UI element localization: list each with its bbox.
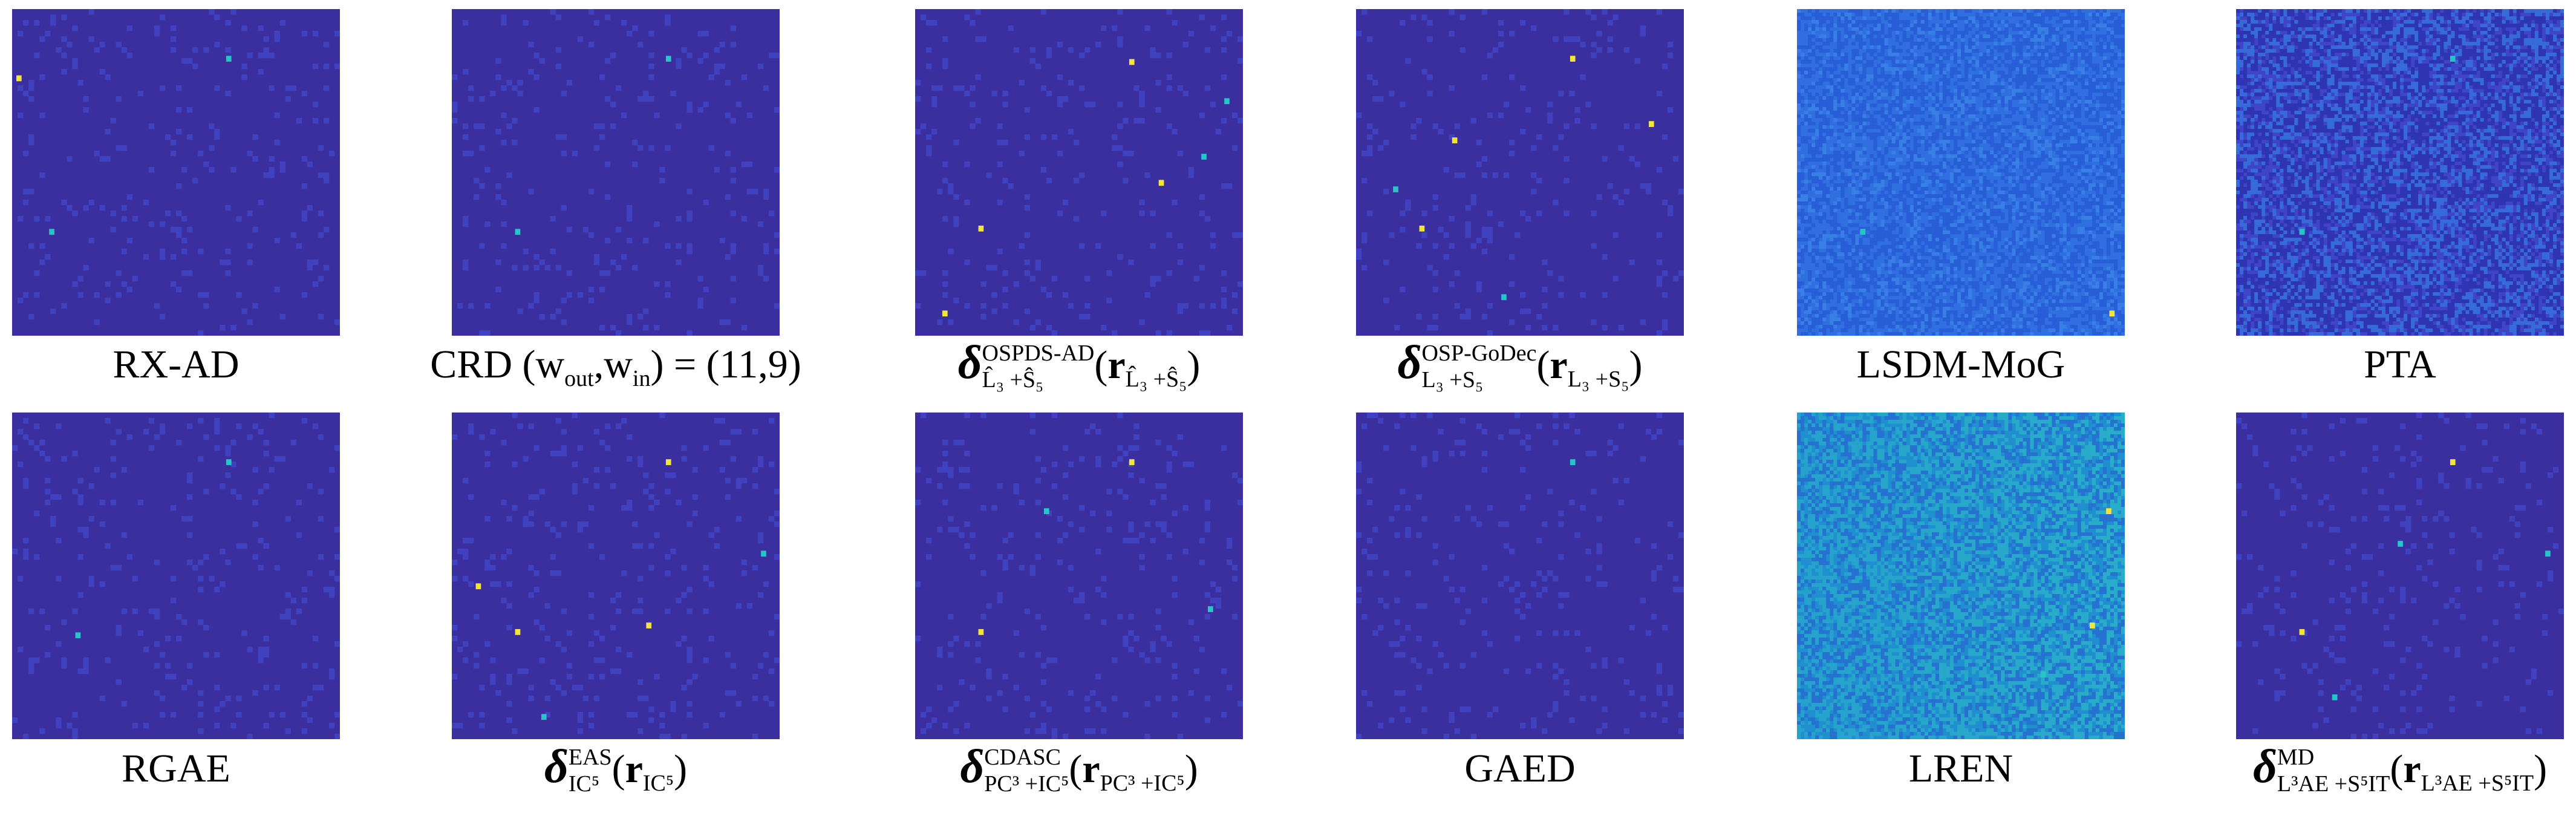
caption-cdasc-sup: CDASC xyxy=(984,744,1061,770)
detection-map-md xyxy=(2236,413,2564,739)
caption-gaed-text: GAED xyxy=(1464,746,1576,791)
detection-map-cdasc-image xyxy=(915,413,1243,739)
caption-cdasc-delta: δ xyxy=(960,740,985,792)
caption-ospds-delta: δ xyxy=(957,336,982,388)
caption-crd-prefix: CRD xyxy=(430,342,513,387)
caption-ospds-r: r xyxy=(1107,343,1126,387)
caption-crd-win-sub: in xyxy=(632,366,651,392)
caption-eas: δ EAS IC⁵ (rIC⁵) xyxy=(544,740,688,797)
caption-cdasc-sub: PC³ +IC⁵ xyxy=(984,771,1069,797)
caption-rx-ad-text: RX-AD xyxy=(112,342,240,387)
detection-map-gaed-image xyxy=(1356,413,1684,739)
detection-map-ospds-ad xyxy=(915,9,1243,336)
detection-map-pta xyxy=(2236,9,2564,336)
caption-cdasc-arg-sub: PC³ +IC⁵ xyxy=(1100,771,1185,797)
caption-lren-text: LREN xyxy=(1908,746,2014,791)
caption-md-arg-sub: L³AE +S⁵IT xyxy=(2421,771,2534,797)
caption-ospds-scripts: OSPDS-AD L̂₃ +Ŝ₅ xyxy=(982,342,1095,391)
detection-map-cdasc xyxy=(915,413,1243,739)
detection-map-lsdm-mog xyxy=(1797,9,2125,336)
caption-gaed: GAED xyxy=(1320,749,1720,789)
caption-md-sub: L³AE +S⁵IT xyxy=(2277,771,2390,797)
detection-map-osp-godec xyxy=(1356,9,1684,336)
caption-rgae: RGAE xyxy=(0,749,376,789)
detection-map-md-image xyxy=(2236,413,2564,739)
caption-cdasc: δ CDASC PC³ +IC⁵ (rPC³ +IC⁵) xyxy=(960,740,1198,797)
caption-pta: PTA xyxy=(2200,345,2576,385)
caption-ospds-arg-sub: L̂₃ +Ŝ₅ xyxy=(1125,367,1187,393)
caption-lsdm-mog-text: LSDM-MoG xyxy=(1856,342,2066,387)
detection-map-pta-image xyxy=(2236,9,2564,336)
caption-rx-ad: RX-AD xyxy=(0,345,376,385)
caption-pta-text: PTA xyxy=(2364,342,2436,387)
caption-rgae-text: RGAE xyxy=(122,746,230,791)
caption-md-r: r xyxy=(2403,747,2421,791)
caption-godec-scripts: OSP-GoDec L₃ +S₅ xyxy=(1421,342,1536,391)
caption-md-sup: MD xyxy=(2277,744,2315,770)
caption-ospds-sup: OSPDS-AD xyxy=(982,340,1095,366)
caption-eas-sup: EAS xyxy=(568,744,612,770)
caption-eas-sub: IC⁵ xyxy=(568,771,600,797)
detection-map-osp-godec-image xyxy=(1356,9,1684,336)
caption-ospds-ad: δ OSPDS-AD L̂₃ +Ŝ₅ (rL̂₃ +Ŝ₅) xyxy=(957,336,1201,393)
caption-godec-arg-sub: L₃ +S₅ xyxy=(1567,367,1629,393)
caption-crd-wout: w xyxy=(535,342,565,387)
caption-cdasc-r: r xyxy=(1082,747,1100,791)
caption-cdasc-scripts: CDASC PC³ +IC⁵ xyxy=(984,746,1069,795)
caption-md-delta: δ xyxy=(2252,740,2277,792)
detection-map-crd-image xyxy=(452,9,780,336)
caption-eas-delta: δ xyxy=(544,740,569,792)
detection-map-lsdm-mog-image xyxy=(1797,9,2125,336)
caption-eas-scripts: EAS IC⁵ xyxy=(569,746,612,795)
caption-eas-r: r xyxy=(625,747,643,791)
detection-map-lren xyxy=(1797,413,2125,739)
caption-osp-godec: δ OSP-GoDec L₃ +S₅ (rL₃ +S₅) xyxy=(1397,336,1643,393)
caption-godec-sup: OSP-GoDec xyxy=(1421,340,1537,366)
detection-map-rx-ad-image xyxy=(12,9,340,336)
detection-map-gaed xyxy=(1356,413,1684,739)
caption-godec-sub: L₃ +S₅ xyxy=(1421,367,1484,393)
caption-lsdm-mog: LSDM-MoG xyxy=(1761,345,2160,385)
detection-map-rx-ad xyxy=(12,9,340,336)
detection-map-eas-image xyxy=(452,413,780,739)
caption-crd-win: w xyxy=(604,342,633,387)
detection-map-rgae xyxy=(12,413,340,739)
detection-map-eas xyxy=(452,413,780,739)
caption-crd: CRD (wout,win) = (11,9) xyxy=(430,342,801,392)
caption-godec-r: r xyxy=(1550,343,1568,387)
caption-crd-wout-sub: out xyxy=(564,366,594,392)
caption-ospds-sub: L̂₃ +Ŝ₅ xyxy=(982,367,1044,393)
detection-map-ospds-ad-image xyxy=(915,9,1243,336)
caption-eas-arg-sub: IC⁵ xyxy=(642,771,674,797)
detection-map-rgae-image xyxy=(12,413,340,739)
detection-map-crd xyxy=(452,9,780,336)
detection-map-lren-image xyxy=(1797,413,2125,739)
caption-crd-value: = (11,9) xyxy=(673,342,801,387)
caption-lren: LREN xyxy=(1761,749,2160,789)
caption-godec-delta: δ xyxy=(1397,336,1422,388)
caption-md-scripts: MD L³AE +S⁵IT xyxy=(2277,746,2390,795)
caption-md: δ MD L³AE +S⁵IT (rL³AE +S⁵IT) xyxy=(2252,740,2548,797)
